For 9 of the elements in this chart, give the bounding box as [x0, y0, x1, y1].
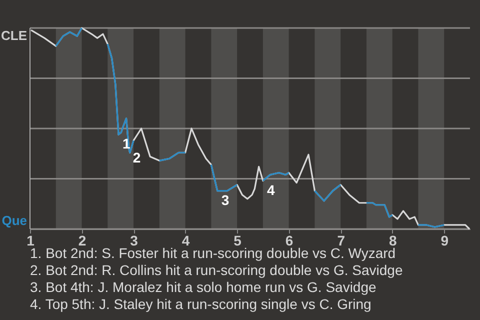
annotation: 4 [266, 182, 275, 198]
text: 2. Bot 2nd: R. Collins hit a run-scoring double vs G. Savidge [30, 262, 403, 278]
text: Que [2, 213, 27, 228]
text: 4. Top 5th: J. Staley hit a run-scoring single vs C. Gring [30, 296, 372, 312]
annotation: 3 [221, 192, 230, 208]
text: 3. Bot 4th: J. Moralez hit a solo home run vs G. Savidge [30, 279, 376, 295]
annotation: 2 [132, 150, 141, 166]
x-tick-label: 9 [440, 232, 449, 248]
text: CLE [1, 28, 28, 43]
